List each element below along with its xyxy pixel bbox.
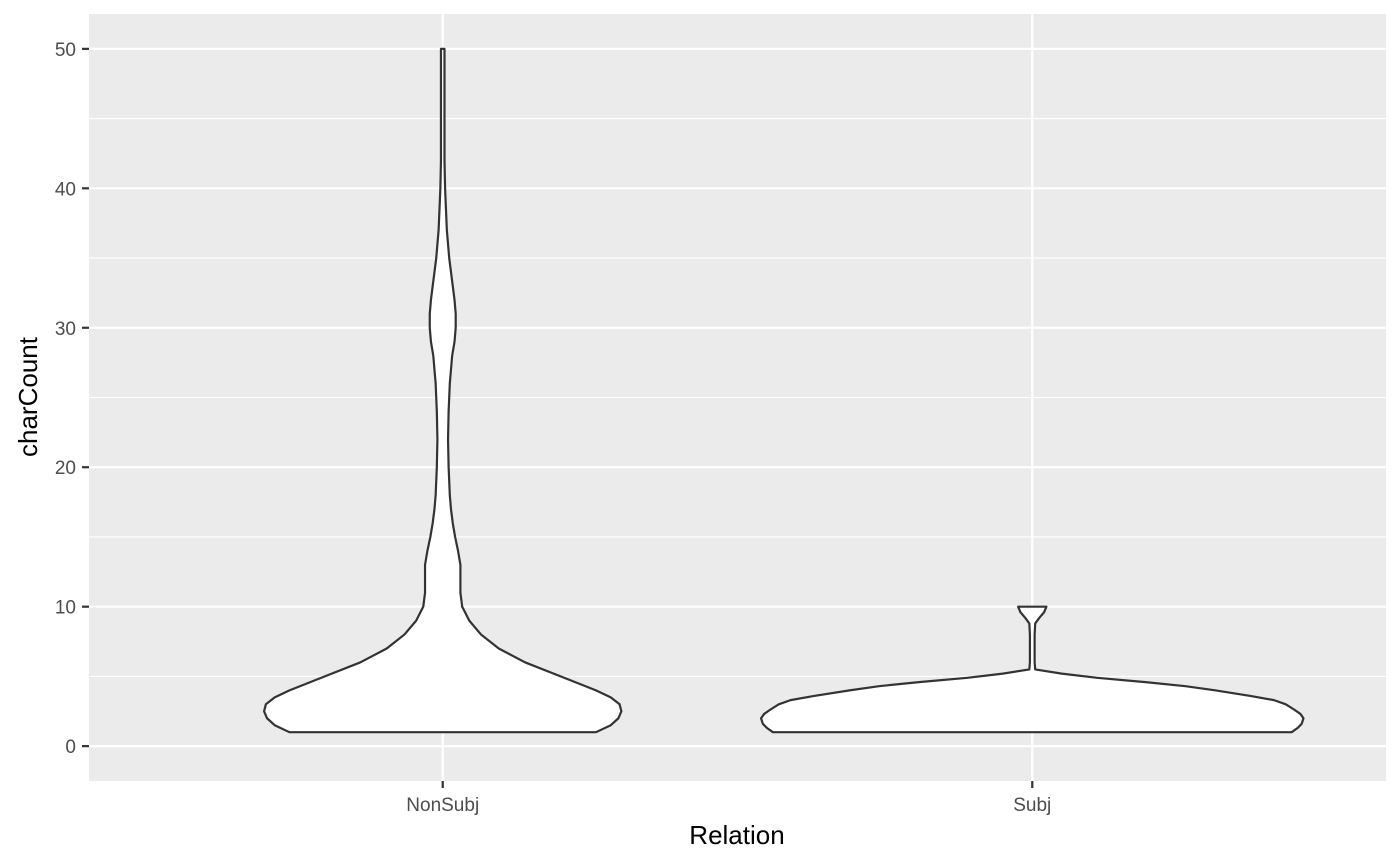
violin-subj bbox=[759, 605, 1305, 734]
y-tick-label: 50 bbox=[55, 40, 76, 61]
y-tick-label: 0 bbox=[65, 737, 76, 758]
minor-gridlines bbox=[89, 118, 1386, 677]
x-tick-label: NonSubj bbox=[406, 795, 479, 816]
x-axis-title: Relation bbox=[689, 820, 784, 850]
y-axis-title: charCount bbox=[13, 336, 43, 457]
x-tick-label: Subj bbox=[1013, 795, 1051, 816]
violin-nonsubj bbox=[262, 47, 623, 734]
y-tick-label: 30 bbox=[55, 319, 76, 340]
violins bbox=[262, 47, 1305, 734]
y-axis-ticks: 0 10 20 30 40 50 bbox=[55, 40, 89, 758]
y-tick-label: 40 bbox=[55, 179, 76, 200]
y-tick-label: 20 bbox=[55, 458, 76, 479]
x-axis-ticks: NonSubj Subj bbox=[406, 781, 1051, 816]
y-tick-label: 10 bbox=[55, 598, 76, 619]
major-gridlines bbox=[89, 14, 1386, 781]
